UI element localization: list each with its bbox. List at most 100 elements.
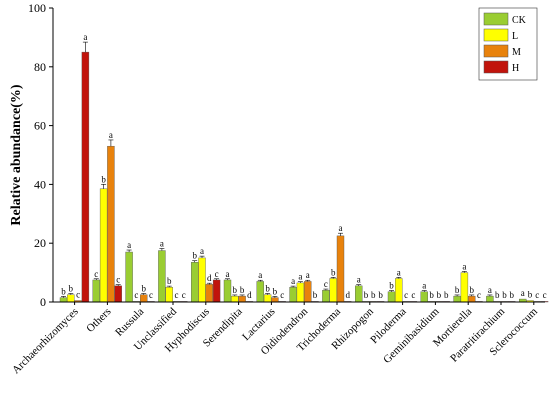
letter-others-m: a [109, 130, 113, 140]
bar-piloderma-ck [387, 291, 396, 303]
bar-hyphodiscus-h [212, 279, 221, 303]
bar-piloderma-l [395, 278, 403, 303]
letter-geminibasidium-h: b [444, 290, 449, 300]
bar-hyphodiscus-m [205, 284, 214, 303]
letter-mortierella-h: c [477, 290, 481, 300]
letter-piloderma-h: c [411, 290, 415, 300]
letter-oidiodendron-l: a [298, 272, 302, 282]
letter-rhizopogon-h: b [378, 290, 383, 300]
y-tick-label-80: 80 [34, 60, 46, 74]
letter-rhizopogon-ck: a [357, 275, 361, 285]
letter-archaeorhizomyces-ck: b [61, 286, 66, 296]
y-tick-label-60: 60 [34, 119, 46, 133]
bar-trichoderma-m [336, 235, 345, 303]
letter-piloderma-l: a [397, 267, 401, 277]
letter-trichoderma-ck: c [324, 279, 328, 289]
bar-others-l [99, 188, 108, 303]
letter-russula-l: c [134, 290, 138, 300]
letter-paratritirachium-h: b [510, 290, 515, 300]
letter-archaeorhizomyces-m: c [76, 289, 80, 299]
letter-oidiodendron-h: b [313, 290, 318, 300]
legend: CK LMH [478, 7, 538, 81]
letter-mortierella-ck: b [455, 285, 460, 295]
legend-swatch-h [483, 60, 509, 74]
bar-lactarius-l [263, 294, 272, 303]
letter-oidiodendron-m: a [306, 270, 310, 280]
legend-swatch-l [483, 28, 509, 42]
bar-archaeorhizomyces-l [67, 294, 75, 303]
bar-lactarius-m [271, 297, 279, 303]
y-tick-label-100: 100 [28, 1, 46, 15]
y-axis-title: Relative abundance(%) [9, 84, 24, 226]
letter-lactarius-ck: a [258, 270, 262, 280]
y-tick-marks [49, 7, 535, 305]
letter-geminibasidium-m: b [437, 290, 442, 300]
letter-sclerococcum-ck: a [521, 288, 525, 298]
letter-piloderma-m: c [404, 290, 408, 300]
letter-paratritirachium-ck: a [488, 285, 492, 295]
bar-russula-ck [125, 251, 133, 303]
bar-others-m [107, 145, 115, 303]
legend-swatch-ck [483, 12, 509, 26]
x-label-others: Others [84, 306, 113, 335]
x-category-labels: Archaeorhizomyces Others RussulaUnclassifi… [10, 305, 540, 376]
letter-rhizopogon-m: b [371, 290, 376, 300]
bar-layer [59, 41, 549, 303]
letter-trichoderma-m: a [339, 223, 343, 233]
bar-hyphodiscus-ck [190, 262, 199, 303]
letter-sclerococcum-m: c [535, 290, 539, 300]
letter-unclassified-m: c [175, 290, 179, 300]
letter-archaeorhizomyces-l: b [69, 283, 74, 293]
y-tick-label-20: 20 [34, 236, 46, 250]
bar-rhizopogon-ck [355, 285, 363, 303]
letter-trichoderma-l: b [331, 267, 336, 277]
bar-mortierella-ck [453, 295, 461, 303]
bar-serendipita-l [231, 295, 239, 303]
letter-others-ck: c [94, 269, 98, 279]
letter-sclerococcum-l: b [528, 289, 533, 299]
bar-geminibasidium-ck [420, 291, 428, 303]
bar-oidiodendron-ck [289, 287, 297, 303]
letter-serendipita-ck: a [226, 269, 230, 279]
letter-russula-ck: a [127, 240, 131, 250]
legend-label-h: H [512, 63, 519, 74]
bar-serendipita-m [238, 295, 246, 303]
letter-oidiodendron-ck: a [291, 276, 295, 286]
letter-unclassified-h: c [182, 290, 186, 300]
bar-mortierella-m [468, 295, 476, 303]
letter-sclerococcum-h: c [543, 290, 547, 300]
legend-swatch-m [483, 44, 509, 58]
x-label-archaeorhizomyces: Archaeorhizomyces [10, 306, 81, 377]
letter-paratritirachium-l: b [495, 290, 500, 300]
letter-piloderma-ck: b [389, 281, 394, 291]
bar-oidiodendron-l [296, 282, 305, 303]
letter-unclassified-ck: a [160, 238, 164, 248]
letter-russula-m: b [141, 283, 146, 293]
letter-trichoderma-h: d [346, 290, 351, 300]
letter-serendipita-m: b [240, 285, 245, 295]
letter-hyphodiscus-ck: b [192, 251, 197, 261]
letter-unclassified-l: b [167, 276, 172, 286]
bar-russula-m [139, 294, 148, 303]
bar-oidiodendron-m [304, 281, 312, 303]
letter-serendipita-l: b [233, 285, 238, 295]
letter-others-l: b [101, 174, 106, 184]
letter-mortierella-m: b [469, 285, 474, 295]
letter-lactarius-h: c [280, 290, 284, 300]
letter-geminibasidium-ck: a [422, 281, 426, 291]
letter-paratritirachium-m: b [502, 290, 507, 300]
legend-label-l: L [512, 31, 518, 42]
legend-label-ck: CK [512, 15, 527, 26]
bar-unclassified-ck [158, 250, 166, 303]
letter-russula-h: c [149, 290, 153, 300]
bar-lactarius-ck [256, 281, 264, 303]
bar-mortierella-l [460, 272, 469, 303]
letter-geminibasidium-l: b [429, 290, 434, 300]
letter-hyphodiscus-l: a [200, 246, 204, 256]
letter-archaeorhizomyces-h: a [83, 32, 87, 42]
bar-archaeorhizomyces-ck [59, 297, 68, 303]
letter-rhizopogon-l: b [364, 290, 369, 300]
bar-trichoderma-l [329, 278, 337, 303]
